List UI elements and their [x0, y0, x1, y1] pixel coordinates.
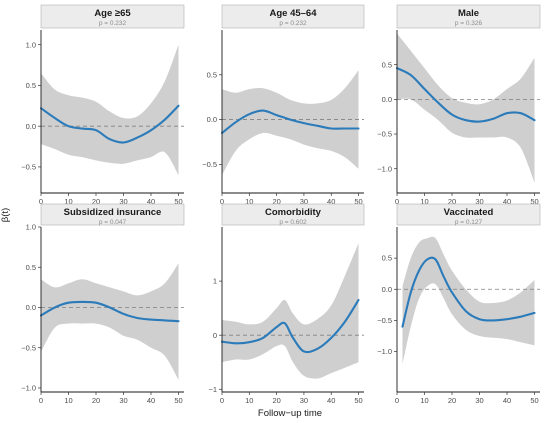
x-tick-label: 40 — [327, 197, 335, 206]
y-tick-label: −0.5 — [377, 130, 392, 139]
y-tick-label: 0 — [213, 331, 217, 340]
x-tick-label: 40 — [327, 396, 335, 405]
x-tick-label: 20 — [92, 396, 100, 405]
x-tick-label: 30 — [119, 197, 127, 206]
confidence-band — [397, 33, 535, 183]
x-tick-label: 20 — [272, 396, 280, 405]
x-tick-label: 20 — [448, 396, 456, 405]
x-tick-label: 10 — [64, 396, 72, 405]
x-tick-label: 10 — [420, 396, 428, 405]
y-axis-title: β(t) — [0, 208, 11, 222]
x-tick-label: 0 — [395, 197, 399, 206]
beta-estimate-line — [220, 109, 360, 135]
y-tick-label: −0.5 — [21, 163, 36, 172]
y-tick-label: 0.5 — [26, 81, 36, 90]
facet-title: Vaccinated — [444, 207, 494, 218]
y-tick-label: −1.0 — [377, 164, 392, 173]
x-tick-label: 10 — [245, 396, 253, 405]
facet-strip — [221, 4, 365, 29]
facet-p-value: p = 0.232 — [279, 20, 307, 27]
y-tick-label: −0.5 — [377, 316, 392, 325]
x-tick-label: 10 — [420, 197, 428, 206]
facet-title: Comorbidity — [265, 207, 322, 218]
x-tick-label: 10 — [245, 197, 253, 206]
beta-estimate-line — [39, 300, 180, 323]
x-tick-label: 0 — [39, 396, 43, 405]
beta-estimate-line — [220, 298, 360, 354]
facet-strip — [40, 4, 185, 29]
x-tick-label: 50 — [530, 396, 538, 405]
facet-strip — [396, 4, 541, 29]
facet-strip — [221, 203, 365, 226]
y-tick-label: 0.5 — [382, 254, 392, 263]
y-tick-label: −1.0 — [21, 384, 36, 393]
panel-2: Age 45–64p = 0.232 0.5 0.0 −0.5 0 10 20 30 40 50 — [202, 4, 365, 206]
x-tick-label: 50 — [174, 197, 182, 206]
facet-strip — [396, 203, 541, 226]
beta-estimate-line — [401, 256, 536, 328]
y-tick-label: −1.0 — [377, 347, 392, 356]
x-axis-title: Follow−up time — [258, 408, 322, 419]
y-tick-label: −1 — [208, 385, 217, 394]
y-tick-label: 0.0 — [26, 122, 36, 131]
facet-title: Male — [458, 8, 479, 19]
x-tick-label: 0 — [39, 197, 43, 206]
facet-p-value: p = 0.127 — [455, 219, 483, 226]
x-tick-label: 20 — [272, 197, 280, 206]
x-tick-label: 0 — [220, 197, 224, 206]
facet-p-value: p = 0.326 — [455, 20, 483, 27]
x-tick-label: 40 — [147, 396, 155, 405]
x-tick-label: 20 — [92, 197, 100, 206]
x-tick-label: 40 — [503, 197, 511, 206]
x-tick-label: 50 — [354, 396, 362, 405]
y-tick-label: 0.5 — [207, 70, 217, 79]
x-tick-label: 30 — [300, 396, 308, 405]
y-tick-label: 0.0 — [382, 285, 392, 294]
beta-estimate-line — [39, 104, 180, 144]
y-tick-label: 0.5 — [26, 263, 36, 272]
y-tick-label: 1.0 — [26, 223, 36, 232]
facet-title: Subsidized insurance — [64, 207, 162, 218]
y-tick-label: −0.5 — [21, 343, 36, 352]
confidence-band — [41, 263, 179, 380]
x-tick-label: 40 — [147, 197, 155, 206]
panel-1: Age ≥65p = 0.232 1.0 0.5 0.0 −0.5 0 10 20 30 40 50 — [21, 4, 185, 206]
confidence-band — [41, 44, 179, 176]
y-tick-label: 1.0 — [26, 40, 36, 49]
x-tick-label: 30 — [300, 197, 308, 206]
facet-p-value: p = 0.232 — [99, 20, 127, 27]
confidence-band — [222, 70, 359, 176]
y-tick-label: 0.0 — [26, 303, 36, 312]
facet-strip — [40, 203, 185, 226]
beta-estimate-line — [395, 67, 536, 123]
y-tick-label: 0.5 — [382, 60, 392, 69]
x-tick-label: 50 — [174, 396, 182, 405]
x-tick-label: 30 — [475, 197, 483, 206]
facet-p-value: p = 0.047 — [99, 219, 127, 226]
x-tick-label: 50 — [354, 197, 362, 206]
x-tick-label: 30 — [119, 396, 127, 405]
facet-title: Age ≥65 — [94, 8, 131, 19]
y-tick-label: −0.5 — [202, 160, 217, 169]
confidence-band — [402, 236, 535, 364]
x-tick-label: 20 — [448, 197, 456, 206]
x-tick-label: 30 — [475, 396, 483, 405]
x-tick-label: 10 — [64, 197, 72, 206]
y-tick-label: 0.0 — [382, 95, 392, 104]
y-tick-label: 0.0 — [207, 115, 217, 124]
x-tick-label: 50 — [530, 197, 538, 206]
y-tick-label: 1 — [213, 277, 217, 286]
facet-p-value: p = 0.602 — [279, 219, 307, 226]
x-tick-label: 0 — [395, 396, 399, 405]
x-tick-label: 40 — [503, 396, 511, 405]
facet-title: Age 45–64 — [269, 8, 317, 19]
x-tick-label: 0 — [220, 396, 224, 405]
